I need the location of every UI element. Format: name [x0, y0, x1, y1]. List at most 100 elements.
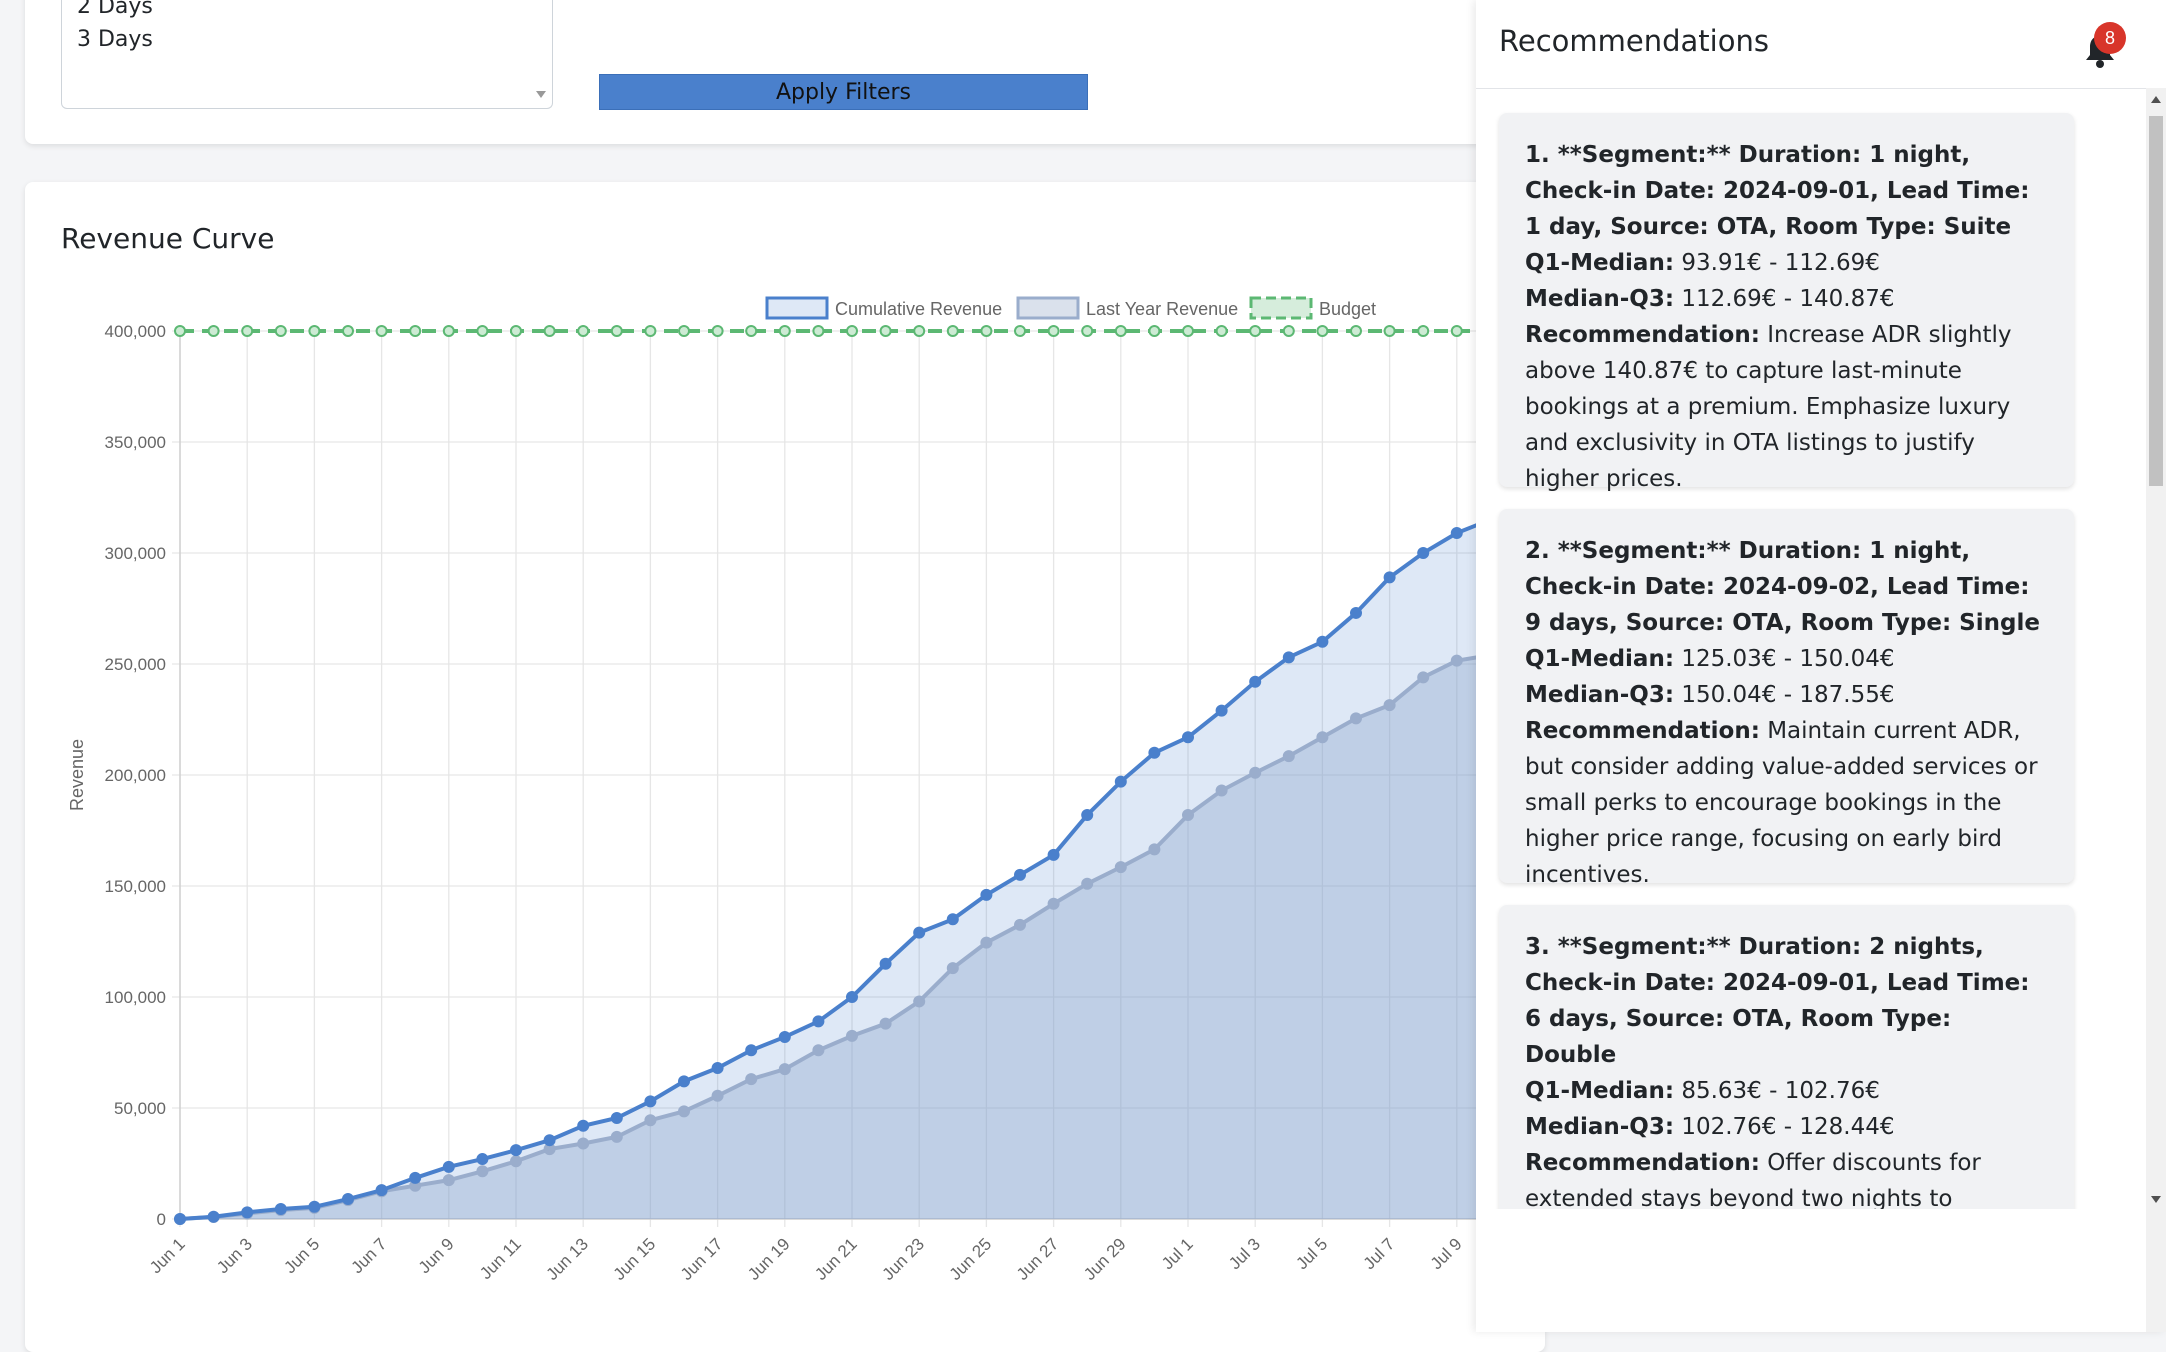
- x-tick-label: Jun 19: [744, 1234, 794, 1284]
- data-point: [510, 1144, 522, 1157]
- x-tick-label: Jun 27: [1013, 1234, 1063, 1284]
- data-point: [577, 1119, 590, 1132]
- data-point: [1282, 750, 1295, 763]
- x-tick-label: Jul 3: [1225, 1234, 1264, 1273]
- recommendation-card: 3. **Segment:** Duration: 2 nights, Chec…: [1499, 905, 2074, 1209]
- data-point: [678, 1105, 690, 1118]
- data-point: [1383, 699, 1396, 712]
- data-point: [980, 325, 993, 337]
- x-tick-label: Jun 21: [811, 1234, 861, 1284]
- panel-header: Recommendations 8: [1476, 0, 2166, 89]
- data-point: [711, 1089, 724, 1102]
- y-tick-label: 300,000: [105, 544, 166, 563]
- data-point: [846, 325, 858, 337]
- x-tick-label: Jun 15: [610, 1234, 660, 1284]
- data-point: [678, 325, 690, 337]
- x-tick-label: Jun 29: [1080, 1234, 1130, 1284]
- data-point: [913, 926, 926, 939]
- duration-option[interactable]: 2 Days: [77, 0, 153, 19]
- data-point: [913, 995, 926, 1008]
- data-point: [1047, 848, 1060, 861]
- scroll-down-icon[interactable]: [2151, 1196, 2161, 1203]
- series-area: [180, 655, 1491, 1219]
- data-point: [610, 325, 623, 337]
- data-point: [241, 1206, 254, 1219]
- data-point: [476, 1165, 489, 1178]
- q1-value: 93.91€ - 112.69€: [1674, 250, 1880, 276]
- data-point: [174, 1213, 186, 1225]
- x-tick-label: Jun 17: [677, 1234, 727, 1284]
- scrollbar-thumb[interactable]: [2149, 116, 2163, 486]
- legend-swatch: [1016, 296, 1080, 320]
- data-point: [913, 325, 926, 337]
- q1-label: Q1-Median:: [1525, 1078, 1675, 1104]
- y-tick-label: 200,000: [105, 766, 166, 785]
- data-point: [644, 1114, 657, 1127]
- data-point: [610, 1130, 623, 1143]
- data-point: [980, 936, 993, 949]
- x-tick-label: Jun 5: [280, 1234, 323, 1277]
- y-tick-label: 400,000: [105, 322, 166, 341]
- panel-title: Recommendations: [1499, 24, 1769, 58]
- q3-label: Median-Q3:: [1525, 1114, 1675, 1140]
- legend-label: Last Year Revenue: [1086, 299, 1238, 319]
- y-tick-label: 150,000: [105, 877, 166, 896]
- segment-text: 1. **Segment:** Duration: 1 night, Check…: [1525, 142, 2030, 240]
- q1-value: 125.03€ - 150.04€: [1674, 646, 1895, 672]
- recommendations-scrollbar[interactable]: [2146, 88, 2166, 1332]
- apply-filters-button[interactable]: Apply Filters: [599, 74, 1088, 110]
- data-point: [879, 1017, 892, 1030]
- data-point: [1417, 325, 1430, 337]
- data-point: [1450, 325, 1463, 337]
- data-point: [946, 962, 959, 975]
- data-point: [342, 325, 354, 337]
- x-tick-label: Jul 1: [1158, 1234, 1197, 1273]
- data-point: [1417, 547, 1430, 559]
- data-point: [745, 1044, 758, 1057]
- data-point: [846, 991, 858, 1003]
- recommendations-list[interactable]: 1. **Segment:** Duration: 1 night, Check…: [1476, 89, 2146, 1209]
- recommendation-label: Recommendation:: [1525, 1150, 1760, 1176]
- scroll-up-icon[interactable]: [2151, 96, 2161, 103]
- data-point: [1014, 868, 1026, 881]
- data-point: [610, 1111, 623, 1124]
- y-axis-title: Revenue: [67, 739, 87, 811]
- y-tick-label: 0: [157, 1210, 166, 1229]
- duration-option[interactable]: 3 Days: [77, 27, 153, 52]
- data-point: [644, 325, 657, 337]
- recommendations-panel: Recommendations 8 1. **Segment:** Durati…: [1476, 0, 2166, 1332]
- data-point: [1215, 784, 1228, 797]
- data-point: [1282, 325, 1295, 337]
- series-area: [180, 519, 1491, 1219]
- data-point: [812, 325, 825, 337]
- data-point: [1350, 606, 1362, 619]
- series-line: [179, 517, 1492, 1221]
- data-point: [1383, 325, 1396, 337]
- notification-badge: 8: [2094, 22, 2126, 54]
- data-point: [174, 325, 186, 337]
- data-point: [711, 1062, 724, 1075]
- duration-listbox[interactable]: 2 Days 3 Days: [61, 0, 553, 109]
- data-point: [1249, 675, 1262, 688]
- q3-label: Median-Q3:: [1525, 682, 1675, 708]
- recommendation-label: Recommendation:: [1525, 718, 1760, 744]
- q3-label: Median-Q3:: [1525, 286, 1675, 312]
- data-point: [812, 1044, 825, 1057]
- data-point: [1383, 571, 1396, 584]
- data-point: [1081, 808, 1094, 821]
- data-point: [274, 1203, 287, 1216]
- legend-swatch: [765, 296, 829, 320]
- data-point: [476, 1153, 489, 1166]
- y-tick-label: 100,000: [105, 988, 166, 1007]
- x-tick-label: Jun 1: [146, 1234, 189, 1277]
- data-point: [1350, 325, 1362, 337]
- data-point: [812, 1015, 825, 1028]
- data-point: [745, 1073, 758, 1086]
- listbox-scroll-down-icon[interactable]: [536, 91, 546, 98]
- data-point: [1081, 877, 1094, 890]
- data-point: [1114, 775, 1127, 788]
- q3-value: 150.04€ - 187.55€: [1674, 682, 1895, 708]
- data-point: [1182, 808, 1194, 821]
- data-point: [946, 913, 959, 926]
- q3-value: 102.76€ - 128.44€: [1674, 1114, 1895, 1140]
